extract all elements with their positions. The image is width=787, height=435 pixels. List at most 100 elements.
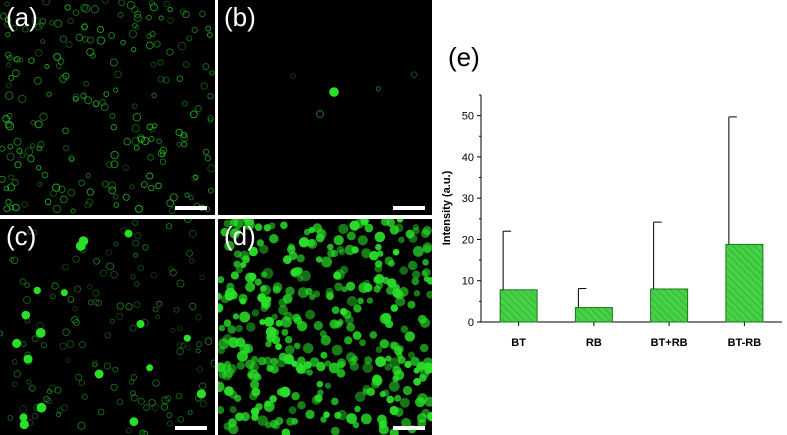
cell — [12, 69, 20, 78]
cell — [166, 420, 173, 427]
cell — [384, 363, 392, 371]
cell — [291, 392, 300, 401]
cell — [306, 369, 313, 376]
cell — [186, 250, 193, 257]
cell — [95, 299, 102, 307]
cell — [106, 262, 114, 271]
cell — [84, 96, 93, 105]
cell — [55, 411, 62, 417]
cell — [232, 313, 239, 320]
cell — [151, 92, 157, 99]
cell — [263, 401, 275, 412]
cell — [16, 147, 23, 154]
cell — [39, 17, 47, 25]
cell — [0, 330, 3, 337]
cell — [59, 342, 67, 350]
cell — [336, 245, 344, 253]
cell — [5, 51, 12, 59]
cell — [288, 251, 298, 260]
cell — [169, 193, 178, 202]
cell — [97, 408, 105, 416]
cell — [202, 148, 210, 156]
cell — [404, 360, 412, 368]
cell — [280, 221, 288, 230]
cell — [202, 63, 210, 71]
cell — [421, 408, 431, 418]
cell — [374, 264, 383, 273]
cell — [205, 25, 212, 32]
cell — [220, 227, 229, 237]
cell — [43, 395, 50, 403]
cell — [240, 261, 247, 268]
cell — [122, 193, 130, 201]
cell — [303, 361, 312, 370]
cell — [284, 335, 293, 344]
cell — [18, 94, 27, 104]
cell — [7, 183, 16, 192]
cell — [369, 331, 378, 339]
cell — [281, 328, 289, 336]
cell — [288, 406, 297, 415]
cell — [46, 91, 52, 97]
cell — [93, 257, 100, 265]
cell — [421, 270, 428, 277]
bright-cell — [129, 417, 139, 426]
bright-cell — [94, 369, 104, 379]
cell — [66, 340, 74, 348]
cell — [113, 202, 120, 208]
cell — [182, 100, 188, 107]
cell — [36, 145, 43, 152]
cell — [316, 380, 324, 388]
cell — [250, 380, 260, 390]
cell — [52, 183, 61, 192]
cell — [276, 388, 285, 396]
cell — [375, 86, 381, 92]
cell — [116, 302, 124, 310]
cell — [21, 200, 29, 208]
x-tick-label: BT+RB — [651, 337, 688, 349]
cell — [4, 21, 11, 28]
cell — [102, 0, 109, 4]
cell — [109, 113, 116, 120]
cell — [137, 397, 145, 405]
panel-c-image — [0, 219, 215, 435]
cell — [375, 346, 383, 353]
cell — [117, 12, 124, 18]
bright-cell — [60, 289, 68, 297]
cell — [405, 229, 415, 239]
cell — [341, 286, 348, 293]
bar — [574, 307, 613, 323]
cell — [334, 411, 342, 419]
cell — [218, 292, 222, 301]
cell — [218, 362, 226, 373]
cell — [389, 357, 401, 369]
cell — [3, 185, 10, 192]
cell — [362, 384, 371, 394]
cell — [20, 341, 27, 347]
cell — [107, 181, 116, 190]
bright-cell — [136, 320, 145, 328]
cell — [408, 260, 418, 271]
cell — [62, 328, 70, 336]
x-tick-label: RB — [586, 337, 602, 349]
cell — [175, 393, 182, 400]
cell — [236, 361, 245, 370]
cell — [411, 277, 420, 286]
cell — [5, 199, 12, 206]
cell — [259, 319, 266, 325]
cell — [237, 350, 248, 362]
cell — [207, 117, 213, 123]
cell — [257, 415, 269, 426]
cell — [65, 40, 73, 48]
cell — [218, 304, 223, 314]
cell — [326, 292, 334, 300]
cell — [9, 257, 15, 262]
bright-cell — [146, 364, 154, 372]
cell — [19, 278, 26, 285]
cell — [195, 314, 202, 321]
cell — [272, 422, 280, 430]
cell — [142, 430, 148, 435]
y-tick-label: 10 — [462, 276, 474, 288]
cell — [148, 135, 155, 142]
cell — [67, 188, 76, 197]
